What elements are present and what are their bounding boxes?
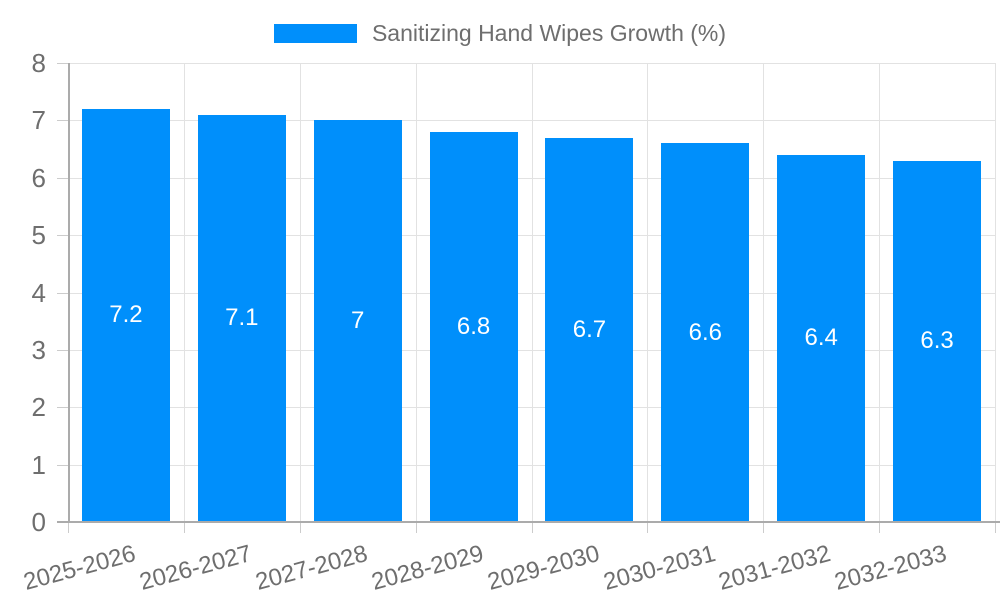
y-axis-label: 0 bbox=[31, 507, 46, 537]
legend[interactable]: Sanitizing Hand Wipes Growth (%) bbox=[0, 22, 1000, 45]
y-axis-label: 8 bbox=[31, 48, 46, 78]
y-axis-label: 7 bbox=[31, 105, 46, 136]
bar-value-label: 7.1 bbox=[225, 304, 259, 332]
y-axis-tick bbox=[57, 464, 68, 466]
x-gridline bbox=[995, 63, 996, 522]
x-axis-label: 2030-2031 bbox=[600, 540, 719, 596]
y-axis-tick bbox=[57, 177, 68, 179]
bar-2027-2028[interactable]: 7 bbox=[313, 120, 402, 522]
x-gridline bbox=[763, 63, 765, 522]
y-axis-line bbox=[68, 63, 70, 522]
x-axis-label: 2032-2033 bbox=[831, 540, 950, 596]
x-gridline bbox=[879, 63, 881, 522]
y-axis-label: 6 bbox=[31, 162, 46, 193]
x-gridline bbox=[531, 63, 533, 522]
bar-value-label: 7.2 bbox=[109, 301, 143, 329]
x-axis-tick bbox=[183, 522, 185, 533]
bar-2032-2033[interactable]: 6.3 bbox=[893, 160, 982, 522]
x-axis-label: 2029-2030 bbox=[484, 540, 603, 596]
y-axis-tick bbox=[57, 349, 68, 351]
legend-swatch-icon bbox=[273, 24, 357, 43]
bar-value-label: 7 bbox=[351, 307, 365, 335]
bar-value-label: 6.8 bbox=[456, 312, 491, 340]
x-axis-label: 2031-2032 bbox=[716, 540, 834, 596]
y-axis-label: 3 bbox=[31, 334, 46, 365]
bar-2030-2031[interactable]: 6.6 bbox=[661, 143, 750, 522]
x-axis-tick bbox=[531, 522, 533, 533]
legend-label: Sanitizing Hand Wipes Growth (%) bbox=[371, 20, 727, 46]
x-axis-tick bbox=[299, 522, 301, 533]
x-axis-tick bbox=[647, 522, 649, 533]
x-gridline bbox=[183, 63, 185, 522]
bar-value-label: 6.7 bbox=[572, 315, 607, 343]
y-axis-tick bbox=[57, 292, 68, 294]
y-axis-label: 1 bbox=[31, 449, 46, 480]
x-axis-label: 2028-2029 bbox=[368, 540, 487, 596]
x-axis-tick bbox=[879, 522, 881, 533]
bar-value-label: 6.3 bbox=[920, 327, 954, 355]
bar-2026-2027[interactable]: 7.1 bbox=[197, 114, 286, 522]
x-gridline bbox=[299, 63, 301, 522]
bar-2029-2030[interactable]: 6.7 bbox=[545, 137, 634, 522]
x-axis-line bbox=[57, 521, 1000, 523]
x-gridline bbox=[647, 63, 649, 522]
y-axis-label: 5 bbox=[31, 220, 46, 251]
bar-2031-2032[interactable]: 6.4 bbox=[777, 154, 866, 522]
y-axis-label: 2 bbox=[31, 392, 46, 423]
x-axis-tick bbox=[68, 522, 69, 533]
bar-value-label: 6.6 bbox=[688, 318, 722, 346]
y-axis-tick bbox=[57, 235, 68, 237]
y-axis-tick bbox=[57, 120, 68, 122]
x-axis-label: 2025-2026 bbox=[20, 540, 139, 596]
bar-value-label: 6.4 bbox=[804, 324, 838, 352]
x-axis-label: 2027-2028 bbox=[252, 540, 371, 596]
y-axis-tick bbox=[57, 407, 68, 409]
bar-2025-2026[interactable]: 7.2 bbox=[81, 108, 170, 522]
y-axis-tick bbox=[57, 63, 68, 64]
x-gridline bbox=[415, 63, 417, 522]
x-axis-label: 2026-2027 bbox=[136, 540, 255, 596]
bar-2028-2029[interactable]: 6.8 bbox=[429, 131, 518, 522]
y-axis-label: 4 bbox=[31, 277, 46, 308]
x-axis-tick bbox=[995, 522, 996, 533]
x-axis-tick bbox=[763, 522, 765, 533]
x-axis-tick bbox=[415, 522, 417, 533]
plot-area: 0 1 2 3 4 5 6 7 8 7.2 2025-2026 7.1 2026-2027 7 2027-2… bbox=[21, 50, 996, 596]
